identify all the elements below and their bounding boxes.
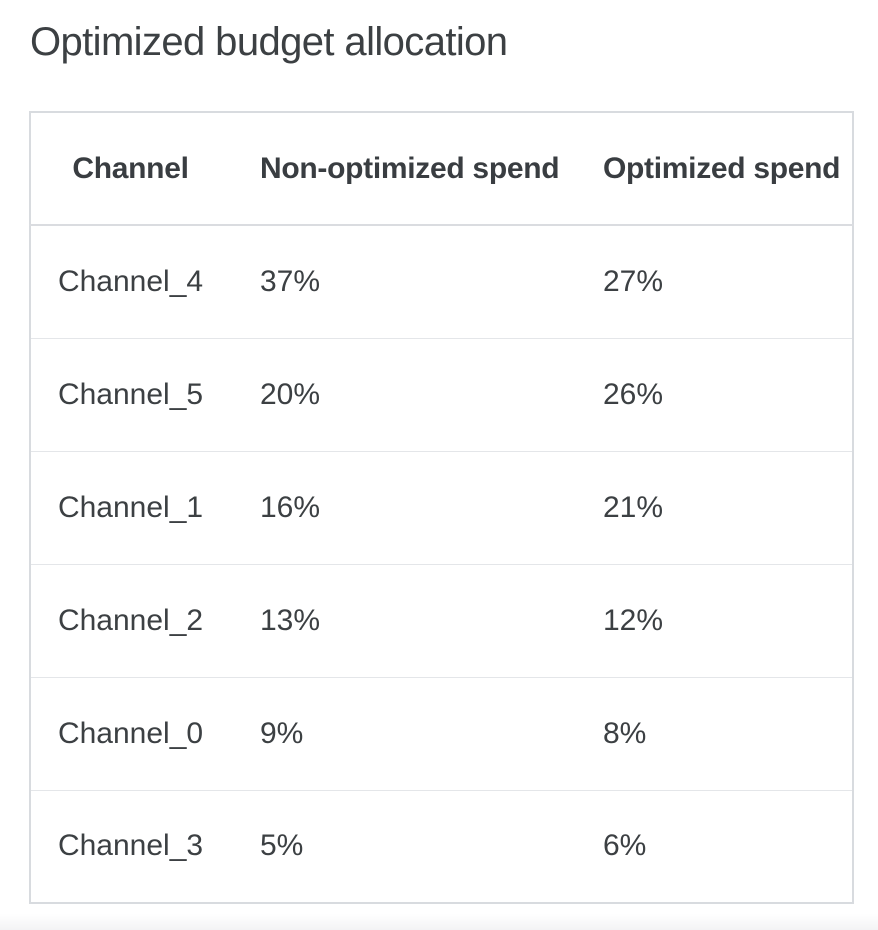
page-title: Optimized budget allocation — [30, 20, 508, 64]
table-row: Channel_1 16% 21% — [30, 450, 853, 564]
table-row: Channel_2 13% 12% — [30, 563, 853, 677]
optimized-spend-cell: 21% — [573, 450, 853, 564]
table-row: Channel_4 37% 27% — [30, 225, 853, 338]
bottom-edge-shadow — [0, 914, 878, 930]
non-optimized-spend-cell: 13% — [230, 563, 573, 677]
channel-cell: Channel_4 — [57, 264, 204, 298]
column-header-non-optimized-spend: Non-optimized spend — [230, 112, 573, 226]
optimized-spend-cell: 6% — [573, 789, 853, 903]
header-row: Channel Non-optimized spend Optimized sp… — [30, 112, 853, 226]
optimized-spend-cell: 27% — [603, 264, 664, 298]
non-optimized-spend-cell: 37% — [260, 264, 321, 298]
channel-cell: Channel_1 — [30, 450, 230, 564]
table-row: Channel_5 20% 26% — [30, 337, 853, 451]
non-optimized-spend-cell: 16% — [230, 450, 573, 564]
channel-cell: Channel_3 — [30, 789, 230, 903]
non-optimized-spend-cell: 5% — [230, 789, 573, 903]
table-row: Channel_0 9% 8% — [30, 676, 853, 790]
non-optimized-spend-cell: 20% — [230, 337, 573, 451]
channel-cell: Channel_0 — [30, 676, 230, 790]
optimized-spend-cell: 26% — [573, 337, 853, 451]
optimized-spend-cell: 12% — [573, 563, 853, 677]
optimized-spend-cell: 8% — [573, 676, 853, 790]
column-header-optimized-spend: Optimized spend — [573, 112, 853, 226]
channel-cell: Channel_5 — [30, 337, 230, 451]
channel-cell: Channel_2 — [30, 563, 230, 677]
non-optimized-spend-cell: 9% — [230, 676, 573, 790]
budget-allocation-table: Channel Non-optimized spend Optimized sp… — [29, 111, 854, 904]
column-header-channel: Channel — [30, 112, 230, 226]
table-row: Channel_3 5% 6% — [30, 789, 853, 903]
